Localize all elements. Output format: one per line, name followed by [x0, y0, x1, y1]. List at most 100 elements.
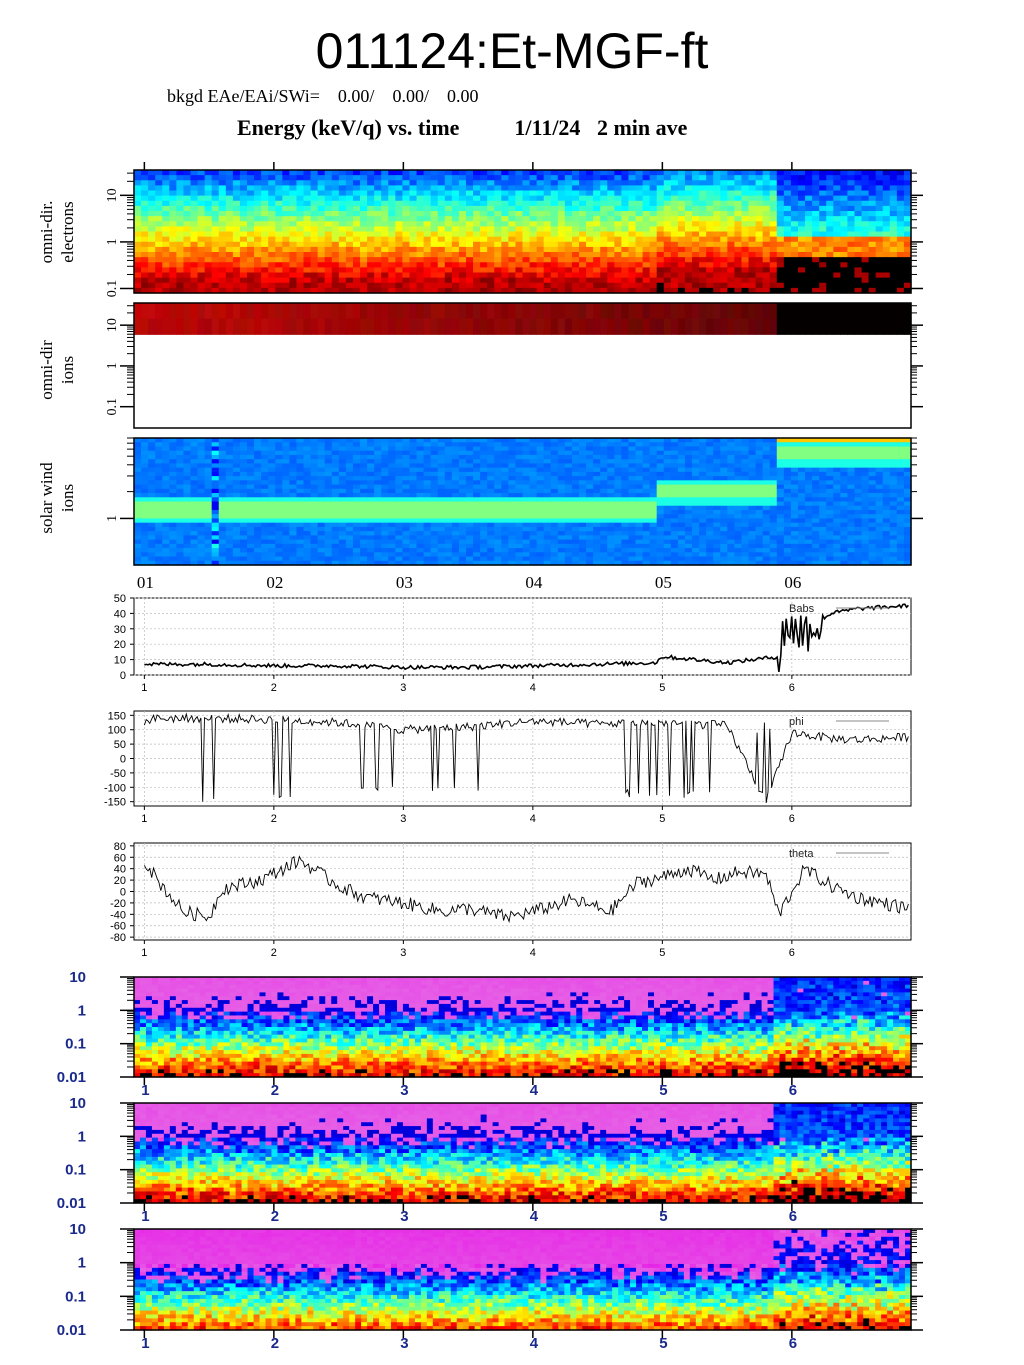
heatmap-cell	[395, 476, 404, 481]
heatmap-cell	[614, 241, 622, 248]
heatmap-cell	[586, 195, 594, 202]
heatmap-cell	[225, 467, 234, 473]
heatmap-cell	[812, 221, 820, 227]
heatmap-cell	[826, 195, 834, 202]
heatmap-cell	[600, 277, 608, 284]
heatmap-cell	[868, 226, 877, 233]
heatmap-cell	[360, 267, 368, 274]
heatmap-cell	[635, 262, 644, 268]
heatmap-cell	[586, 505, 594, 511]
heatmap-cell	[797, 318, 806, 335]
heatmap-cell	[345, 543, 354, 549]
heatmap-cell	[501, 190, 509, 197]
heatmap-cell	[748, 180, 757, 186]
heatmap-cell	[720, 303, 728, 320]
heatmap-cell	[889, 287, 898, 294]
heatmap-cell	[600, 522, 608, 528]
y-tick-label: 1	[105, 238, 120, 245]
heatmap-cell	[437, 459, 446, 464]
heatmap-cell	[225, 211, 234, 217]
heatmap-cell	[324, 205, 333, 212]
heatmap-cell	[155, 505, 163, 511]
heatmap-cell	[819, 185, 827, 192]
heatmap-cell	[868, 246, 877, 253]
heatmap-cell	[628, 175, 637, 181]
heatmap-cell	[819, 205, 827, 212]
heatmap-cell	[543, 476, 552, 481]
heatmap-cell	[268, 241, 276, 248]
heatmap-cell	[861, 211, 870, 217]
heatmap-cell	[494, 231, 502, 238]
heatmap-cell	[663, 318, 672, 335]
heatmap-cell	[713, 226, 721, 233]
heatmap-cell	[571, 277, 580, 284]
heatmap-cell	[416, 463, 425, 469]
heatmap-cell	[579, 246, 587, 253]
heatmap-cell	[134, 257, 142, 263]
heatmap-cell	[261, 552, 269, 558]
heatmap-cell	[247, 493, 255, 498]
heatmap-cell	[225, 548, 234, 553]
heatmap-cell	[282, 231, 290, 238]
heatmap-cell	[522, 246, 531, 253]
heatmap-cell	[522, 252, 531, 258]
heatmap-cell	[409, 190, 418, 197]
heatmap-cell	[833, 318, 841, 335]
heatmap-cell	[303, 552, 312, 558]
heatmap-cell	[388, 531, 396, 536]
heatmap-cell	[155, 518, 163, 524]
heatmap-cell	[409, 548, 418, 553]
heatmap-cell	[183, 241, 192, 248]
heatmap-cell	[451, 200, 460, 207]
heatmap-cell	[451, 539, 460, 545]
heatmap-cell	[508, 522, 517, 528]
heatmap-cell	[769, 252, 778, 258]
heatmap-cell	[847, 170, 856, 176]
heatmap-cell	[197, 231, 206, 238]
heatmap-cell	[826, 226, 834, 233]
heatmap-cell	[854, 303, 863, 320]
heatmap-cell	[444, 476, 453, 481]
heatmap-cell	[550, 205, 559, 212]
heatmap-cell	[480, 252, 488, 258]
heatmap-cell	[649, 185, 658, 192]
heatmap-cell	[515, 282, 524, 289]
heatmap-cell	[734, 303, 743, 320]
heatmap-cell	[769, 221, 778, 227]
heatmap-cell	[360, 282, 368, 289]
heatmap-cell	[402, 231, 411, 238]
heatmap-cell	[388, 480, 396, 486]
heatmap-cell	[571, 514, 580, 520]
heatmap-cell	[197, 467, 206, 473]
heatmap-cell	[677, 282, 686, 289]
heatmap-cell	[169, 548, 177, 553]
heatmap-cell	[508, 185, 517, 192]
heatmap-cell	[254, 287, 262, 294]
heatmap-cell	[232, 450, 241, 456]
heatmap-cell	[812, 205, 820, 212]
heatmap-cell	[409, 514, 418, 520]
heatmap-cell	[571, 463, 580, 469]
heatmap-cell	[190, 221, 199, 227]
heatmap-cell	[388, 459, 396, 464]
heatmap-cell	[501, 531, 509, 536]
heatmap-cell	[635, 200, 644, 207]
heatmap-cell	[564, 200, 573, 207]
heatmap-cell	[564, 463, 573, 469]
heatmap-cell	[261, 514, 269, 520]
heatmap-cell	[197, 526, 206, 532]
heatmap-cell	[282, 175, 290, 181]
heatmap-cell	[706, 226, 714, 233]
heatmap-cell	[275, 556, 283, 562]
heatmap-cell	[550, 211, 559, 217]
heatmap-cell	[819, 180, 827, 186]
heatmap-cell	[692, 252, 700, 258]
heatmap-cell	[310, 522, 319, 528]
heatmap-cell	[579, 514, 587, 520]
heatmap-cell	[381, 467, 389, 473]
heatmap-cell	[183, 303, 192, 320]
heatmap-cell	[635, 287, 644, 294]
heatmap-cell	[310, 463, 319, 469]
heatmap-cell	[593, 467, 601, 473]
heatmap-cell	[628, 318, 637, 335]
